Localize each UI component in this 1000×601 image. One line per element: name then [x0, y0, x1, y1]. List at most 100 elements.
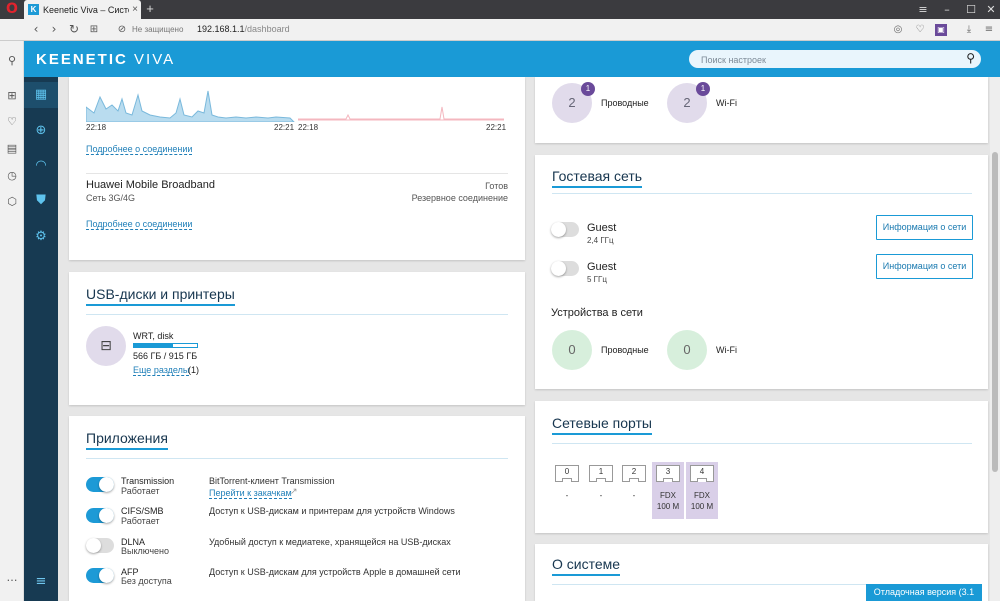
- back-icon[interactable]: ‹: [33, 22, 39, 36]
- guest-5ghz-toggle[interactable]: [551, 261, 579, 276]
- title-underline: [552, 443, 972, 444]
- app-description: Доступ к USB-дискам для устройств Apple …: [209, 567, 461, 577]
- network-port-1[interactable]: 1-: [586, 462, 616, 519]
- guest-network-name: Guest: [587, 222, 617, 234]
- backup-details-link[interactable]: Подробнее о соединении: [86, 219, 193, 230]
- menu-dots-icon[interactable]: ≡: [984, 24, 994, 35]
- guest-devices-title: Устройства в сети: [551, 307, 643, 319]
- guest-wired-circle[interactable]: 0: [552, 330, 592, 370]
- downloads-link[interactable]: Перейти к закачкам: [209, 488, 292, 499]
- security-lock-icon[interactable]: ⊘: [117, 24, 127, 35]
- port-status: -: [565, 491, 569, 500]
- search-icon[interactable]: ⚲: [966, 51, 975, 65]
- port-jack-icon: 4: [690, 465, 714, 482]
- guest-wifi-circle[interactable]: 0: [667, 330, 707, 370]
- port-status: FDX: [694, 491, 710, 500]
- speed-dial-sidebar-icon[interactable]: ⊞: [7, 89, 17, 102]
- network-port-3[interactable]: 3 FDX 100 M: [652, 462, 684, 519]
- minimize-icon[interactable]: –: [944, 3, 950, 16]
- port-jack-icon: 0: [555, 465, 579, 482]
- more-icon[interactable]: …: [6, 571, 18, 584]
- wifi-badge: 1: [696, 82, 710, 96]
- cifs-toggle[interactable]: [86, 508, 114, 523]
- usb-card: USB-диски и принтеры ⊟ WRT, disk 566 ГБ …: [69, 272, 525, 405]
- connection-details-link[interactable]: Подробнее о соединении: [86, 144, 193, 155]
- guest-wired-label: Проводные: [601, 345, 649, 355]
- gear-icon[interactable]: ⚙: [35, 229, 47, 244]
- history-icon[interactable]: ◷: [7, 169, 17, 182]
- title-underline: [86, 314, 508, 315]
- usb-card-title: USB-диски и принтеры: [86, 286, 235, 306]
- url-host: 192.168.1.1: [197, 24, 245, 34]
- app-status: Выключено: [121, 546, 169, 556]
- network-info-button[interactable]: Информация о сети: [876, 215, 973, 240]
- disk-usage-bar: [133, 343, 198, 348]
- tab-close-icon[interactable]: ×: [132, 4, 138, 15]
- dlna-toggle[interactable]: [86, 538, 114, 553]
- keenetic-nav: ▦ ⊕ ◠ ⛊ ⚙ ≡: [24, 77, 58, 601]
- network-port-4[interactable]: 4 FDX 100 M: [686, 462, 718, 519]
- wifi-devices-circle[interactable]: 2: [667, 83, 707, 123]
- wifi-icon[interactable]: ◠: [35, 158, 47, 173]
- url-text[interactable]: 192.168.1.1/dashboard: [197, 24, 290, 34]
- search-icon[interactable]: ⚲: [7, 54, 17, 67]
- port-number: 3: [665, 467, 671, 476]
- opera-sidebar: ⚲ ⊞ ♡ ▤ ◷ ⬡ …: [0, 41, 24, 601]
- guest-wifi-label: Wi-Fi: [716, 345, 737, 355]
- backup-connection-name: Huawei Mobile Broadband: [86, 179, 216, 191]
- network-info-button[interactable]: Информация о сети: [876, 254, 973, 279]
- insecure-label[interactable]: Не защищено: [132, 25, 184, 34]
- transmission-toggle[interactable]: [86, 477, 114, 492]
- debug-version-badge: Отладочная версия (3.1 Beta 3): [866, 584, 982, 601]
- disk-size: 566 ГБ / 915 ГБ: [133, 351, 198, 361]
- heart-icon[interactable]: ♡: [7, 115, 17, 128]
- network-port-2[interactable]: 2-: [619, 462, 649, 519]
- wifi-label: Wi-Fi: [716, 98, 737, 108]
- download-icon[interactable]: ⤓: [966, 24, 972, 35]
- new-tab-icon[interactable]: +: [146, 1, 154, 16]
- port-jack-icon: 2: [622, 465, 646, 482]
- scrollbar-thumb[interactable]: [992, 152, 998, 472]
- wired-badge: 1: [581, 82, 595, 96]
- more-partitions-link[interactable]: Еще разделы: [133, 365, 190, 376]
- bookmark-heart-icon[interactable]: ♡: [915, 24, 925, 35]
- search-input[interactable]: [689, 51, 939, 69]
- close-window-icon[interactable]: ✕: [986, 3, 996, 16]
- port-status: -: [632, 491, 636, 500]
- afp-toggle[interactable]: [86, 568, 114, 583]
- globe-icon[interactable]: ⊕: [35, 123, 47, 138]
- dashboard-icon[interactable]: ▦: [24, 82, 58, 108]
- news-icon[interactable]: ▤: [6, 142, 18, 155]
- menu-icon[interactable]: ≡: [918, 3, 928, 16]
- port-jack-icon: 3: [656, 465, 680, 482]
- app-name: AFP: [121, 567, 139, 577]
- guest-24ghz-toggle[interactable]: [551, 222, 579, 237]
- chart-time-end: 22:21: [274, 123, 295, 132]
- wired-label: Проводные: [601, 98, 649, 108]
- divider: [86, 173, 508, 174]
- snapshot-icon[interactable]: ◎: [893, 24, 903, 35]
- forward-icon[interactable]: ›: [51, 22, 57, 36]
- opera-logo-icon[interactable]: O: [6, 1, 18, 17]
- network-port-0[interactable]: 0-: [552, 462, 582, 519]
- hamburger-icon[interactable]: ≡: [35, 574, 47, 589]
- app-description: Доступ к USB-дискам и принтерам для устр…: [209, 506, 455, 516]
- extension-icon[interactable]: ▣: [935, 24, 947, 36]
- speed-dial-icon[interactable]: ⊞: [89, 24, 99, 35]
- shield-icon[interactable]: ⛊: [36, 193, 46, 208]
- keenetic-logo: KEENETIC VIVA: [36, 51, 176, 68]
- reload-icon[interactable]: ↻: [68, 22, 80, 36]
- backup-connection-status: Готов: [485, 181, 508, 191]
- keenetic-favicon-icon: K: [28, 4, 39, 15]
- external-link-icon: ↗: [290, 486, 298, 496]
- port-number: 1: [598, 467, 604, 476]
- maximize-icon[interactable]: ☐: [966, 3, 976, 16]
- disk-name: WRT, disk: [133, 331, 174, 341]
- ports-card-title: Сетевые порты: [552, 415, 652, 435]
- url-path: /dashboard: [244, 24, 290, 34]
- address-bar: ‹ › ↻ ⊞ ⊘ Не защищено 192.168.1.1/dashbo…: [0, 19, 1000, 41]
- browser-tab[interactable]: K Keenetic Viva – Системный монитор ×: [24, 0, 141, 19]
- page-scrollbar[interactable]: [990, 77, 1000, 601]
- extensions-icon[interactable]: ⬡: [7, 195, 17, 208]
- guest-network-name: Guest: [587, 261, 617, 273]
